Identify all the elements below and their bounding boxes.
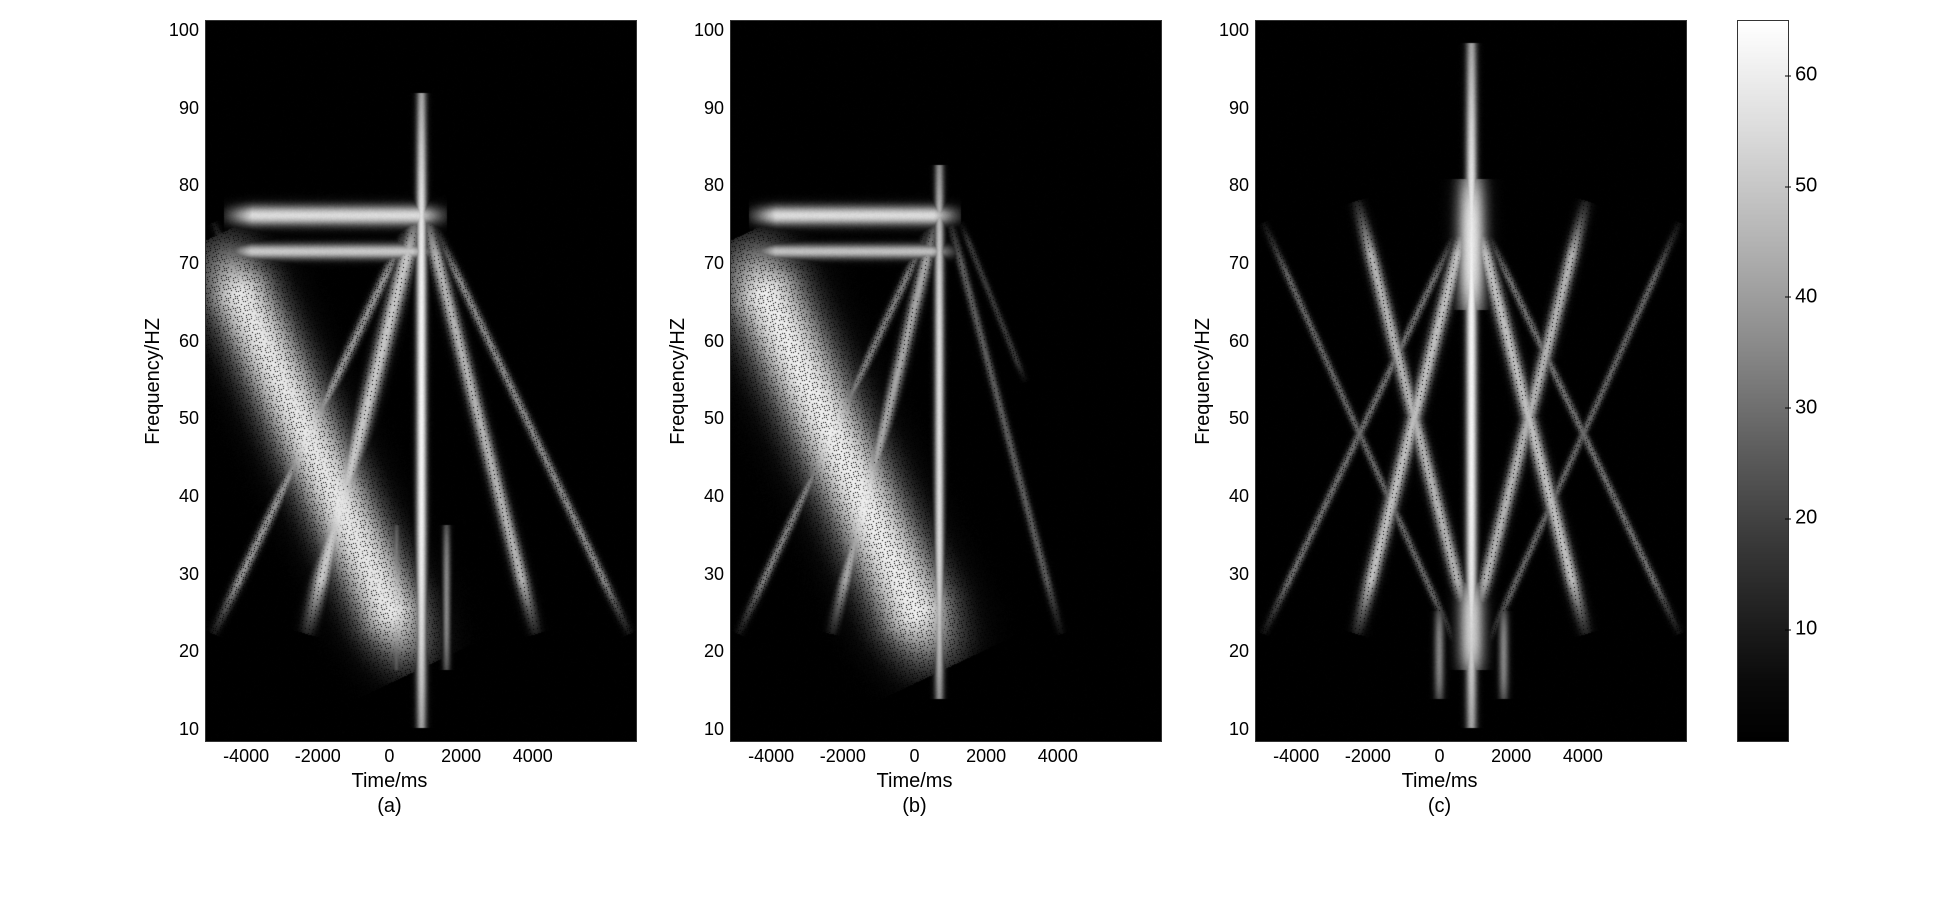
y-axis-label: Frequency/HZ	[1192, 318, 1215, 445]
x-tick: -2000	[1345, 746, 1391, 767]
panel-tag: (c)	[1428, 795, 1451, 818]
x-axis-label: Time/ms	[351, 770, 427, 793]
colorbar-tick: 40	[1795, 285, 1817, 308]
colorbar-tick: 50	[1795, 175, 1817, 198]
y-tick: 60	[1229, 331, 1249, 352]
y-tick: 10	[704, 719, 724, 740]
spectrogram-b	[730, 20, 1162, 742]
y-tick: 50	[1229, 408, 1249, 429]
y-axis-ticks: 100 90 80 70 60 50 40 30 20 10	[694, 20, 730, 740]
colorbar-tick: 30	[1795, 396, 1817, 419]
y-tick: 40	[1229, 486, 1249, 507]
spectrogram-c	[1255, 20, 1687, 742]
y-tick: 10	[179, 719, 199, 740]
panel-a: Frequency/HZ 100 90 80 70 60 50 40 30 20 10 -4000 -2…	[142, 20, 637, 818]
x-tick: 0	[909, 746, 919, 767]
y-tick: 100	[694, 20, 724, 41]
y-tick: 90	[704, 98, 724, 119]
panel-c: Frequency/HZ 100 90 80 70 60 50 40 30 20 10 -4000 -2…	[1192, 20, 1687, 818]
y-axis-label: Frequency/HZ	[667, 318, 690, 445]
y-axis-ticks: 100 90 80 70 60 50 40 30 20 10	[1219, 20, 1255, 740]
y-tick: 60	[704, 331, 724, 352]
y-tick: 10	[1229, 719, 1249, 740]
y-tick: 20	[704, 641, 724, 662]
colorbar-tick: 60	[1795, 64, 1817, 87]
x-tick: -2000	[820, 746, 866, 767]
y-tick: 80	[1229, 175, 1249, 196]
y-tick: 70	[179, 253, 199, 274]
y-tick: 80	[179, 175, 199, 196]
y-axis-label: Frequency/HZ	[142, 318, 165, 445]
x-tick: -4000	[748, 746, 794, 767]
colorbar-gradient	[1737, 20, 1789, 742]
y-tick: 90	[1229, 98, 1249, 119]
y-tick: 100	[169, 20, 199, 41]
colorbar-ticks: 102030405060	[1789, 20, 1795, 740]
x-tick: -4000	[223, 746, 269, 767]
x-tick: 2000	[441, 746, 481, 767]
x-tick: 2000	[966, 746, 1006, 767]
y-tick: 30	[179, 564, 199, 585]
y-tick: 100	[1219, 20, 1249, 41]
panel-b: Frequency/HZ 100 90 80 70 60 50 40 30 20 10 -4000 -2…	[667, 20, 1162, 818]
panel-tag: (b)	[902, 795, 926, 818]
y-tick: 80	[704, 175, 724, 196]
colorbar: 102030405060	[1737, 20, 1795, 742]
spectrogram-a	[205, 20, 637, 742]
x-tick: 0	[1435, 746, 1445, 767]
y-tick: 40	[179, 486, 199, 507]
x-axis-ticks: -4000 -2000 0 2000 4000	[1225, 746, 1655, 768]
colorbar-tick: 10	[1795, 618, 1817, 641]
y-tick: 30	[704, 564, 724, 585]
y-tick: 70	[1229, 253, 1249, 274]
y-axis-ticks: 100 90 80 70 60 50 40 30 20 10	[169, 20, 205, 740]
colorbar-tick: 20	[1795, 507, 1817, 530]
x-tick: -2000	[295, 746, 341, 767]
y-tick: 30	[1229, 564, 1249, 585]
x-tick: -4000	[1273, 746, 1319, 767]
y-tick: 70	[704, 253, 724, 274]
x-tick: 4000	[1038, 746, 1078, 767]
y-tick: 40	[704, 486, 724, 507]
y-tick: 20	[179, 641, 199, 662]
y-tick: 20	[1229, 641, 1249, 662]
x-axis-ticks: -4000 -2000 0 2000 4000	[699, 746, 1129, 768]
y-tick: 50	[704, 408, 724, 429]
y-tick: 90	[179, 98, 199, 119]
x-tick: 4000	[1563, 746, 1603, 767]
x-axis-label: Time/ms	[1402, 770, 1478, 793]
panel-tag: (a)	[377, 795, 401, 818]
x-axis-label: Time/ms	[877, 770, 953, 793]
x-tick: 0	[384, 746, 394, 767]
x-axis-ticks: -4000 -2000 0 2000 4000	[174, 746, 604, 768]
y-tick: 60	[179, 331, 199, 352]
x-tick: 2000	[1491, 746, 1531, 767]
x-tick: 4000	[513, 746, 553, 767]
figure-container: Frequency/HZ100908070605040302010-4000-2…	[142, 20, 1795, 818]
y-tick: 50	[179, 408, 199, 429]
